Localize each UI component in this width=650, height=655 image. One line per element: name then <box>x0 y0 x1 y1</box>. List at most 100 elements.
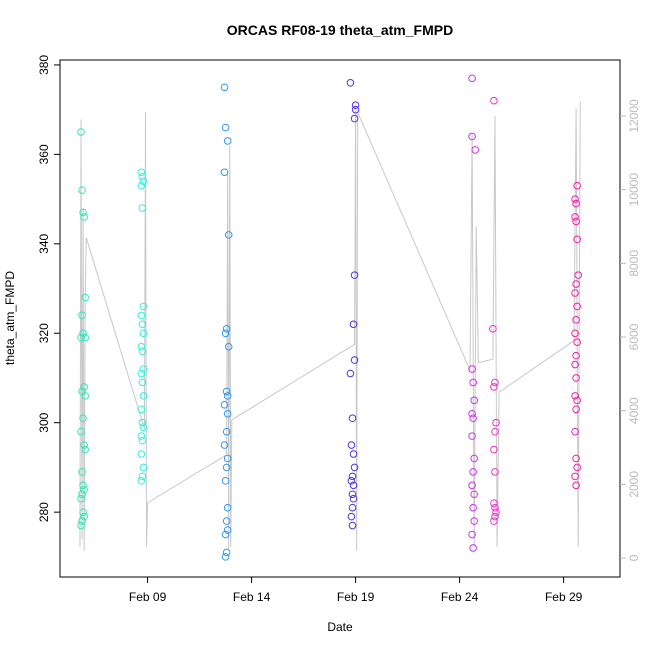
data-point <box>138 472 147 481</box>
y2-tick-label: 10000 <box>627 173 641 207</box>
data-point <box>572 454 580 463</box>
y2-tick-label: 12000 <box>627 99 641 133</box>
y-tick-label: 340 <box>37 233 51 253</box>
data-point <box>350 356 359 364</box>
y2-tick-label: 4000 <box>627 397 641 424</box>
data-point <box>220 168 229 177</box>
altitude-line <box>79 101 581 551</box>
data-point <box>224 231 233 239</box>
y-tick-label: 280 <box>37 502 51 522</box>
data-point <box>469 414 477 423</box>
data-point <box>137 405 146 414</box>
data-point <box>348 490 357 499</box>
data-point <box>470 454 478 463</box>
data-point <box>348 472 357 481</box>
data-point <box>347 441 356 449</box>
data-point <box>139 392 148 400</box>
data-point <box>138 204 147 212</box>
data-point <box>571 195 579 203</box>
data-point <box>468 132 476 141</box>
data-point <box>220 401 229 409</box>
data-point <box>138 436 147 445</box>
data-point <box>573 302 581 311</box>
x-tick-label: Feb 09 <box>129 590 167 604</box>
data-point <box>80 441 88 449</box>
data-point <box>77 333 85 342</box>
data-point <box>351 105 360 114</box>
data-point <box>348 521 357 530</box>
data-point <box>221 477 230 485</box>
data-point <box>490 96 498 105</box>
data-point <box>490 383 498 391</box>
data-point <box>572 199 580 208</box>
data-point <box>347 477 356 485</box>
data-point <box>349 481 358 490</box>
data-point <box>222 324 231 333</box>
y-tick-label: 360 <box>37 144 51 164</box>
y2-tick-label: 0 <box>627 554 641 561</box>
data-point <box>138 347 147 355</box>
data-point <box>78 490 86 499</box>
data-point <box>346 79 355 87</box>
data-point <box>468 432 476 440</box>
data-point <box>220 441 229 449</box>
data-point <box>79 329 87 338</box>
data-point <box>350 463 359 472</box>
data-point <box>81 293 89 302</box>
data-point <box>572 481 580 490</box>
data-point <box>490 499 498 508</box>
data-point <box>139 423 148 431</box>
x-tick-label: Feb 29 <box>545 590 583 604</box>
data-point <box>139 302 148 311</box>
data-point <box>468 365 476 373</box>
data-point <box>223 526 232 534</box>
data-point <box>351 101 360 109</box>
y-tick-label: 320 <box>37 323 51 343</box>
data-point <box>77 521 85 530</box>
data-point <box>349 494 358 503</box>
data-point <box>348 503 357 512</box>
data-point <box>492 418 500 427</box>
data-point <box>350 271 359 279</box>
data-point <box>221 329 230 338</box>
data-point <box>489 324 497 333</box>
data-point <box>221 123 230 132</box>
data-point <box>468 530 476 539</box>
data-point <box>348 414 357 423</box>
data-point <box>137 369 146 378</box>
data-point <box>78 311 86 320</box>
data-point <box>139 365 148 373</box>
data-point <box>77 427 85 436</box>
data-point <box>81 333 89 342</box>
data-point <box>468 481 476 490</box>
data-point <box>221 530 230 539</box>
data-point <box>137 311 146 320</box>
data-point <box>220 83 229 92</box>
data-point <box>223 392 232 400</box>
y-tick-label: 380 <box>37 55 51 75</box>
data-point <box>572 351 580 360</box>
data-point <box>470 396 478 405</box>
data-point <box>223 409 232 418</box>
data-point <box>221 553 230 561</box>
data-point <box>571 289 579 297</box>
data-point <box>80 213 88 221</box>
data-point <box>470 490 478 499</box>
data-point <box>572 405 580 414</box>
data-point <box>222 427 231 436</box>
data-point <box>80 512 88 521</box>
data-point <box>137 342 146 351</box>
data-point <box>139 463 148 472</box>
data-point <box>138 172 147 181</box>
x-tick-label: Feb 24 <box>441 590 479 604</box>
data-point <box>349 450 358 458</box>
data-point <box>137 477 146 485</box>
data-point <box>469 378 477 387</box>
data-point <box>469 468 477 476</box>
data-point <box>573 463 581 472</box>
data-point <box>572 316 580 324</box>
data-point <box>571 213 579 221</box>
data-point <box>491 427 499 436</box>
data-point <box>137 181 146 190</box>
